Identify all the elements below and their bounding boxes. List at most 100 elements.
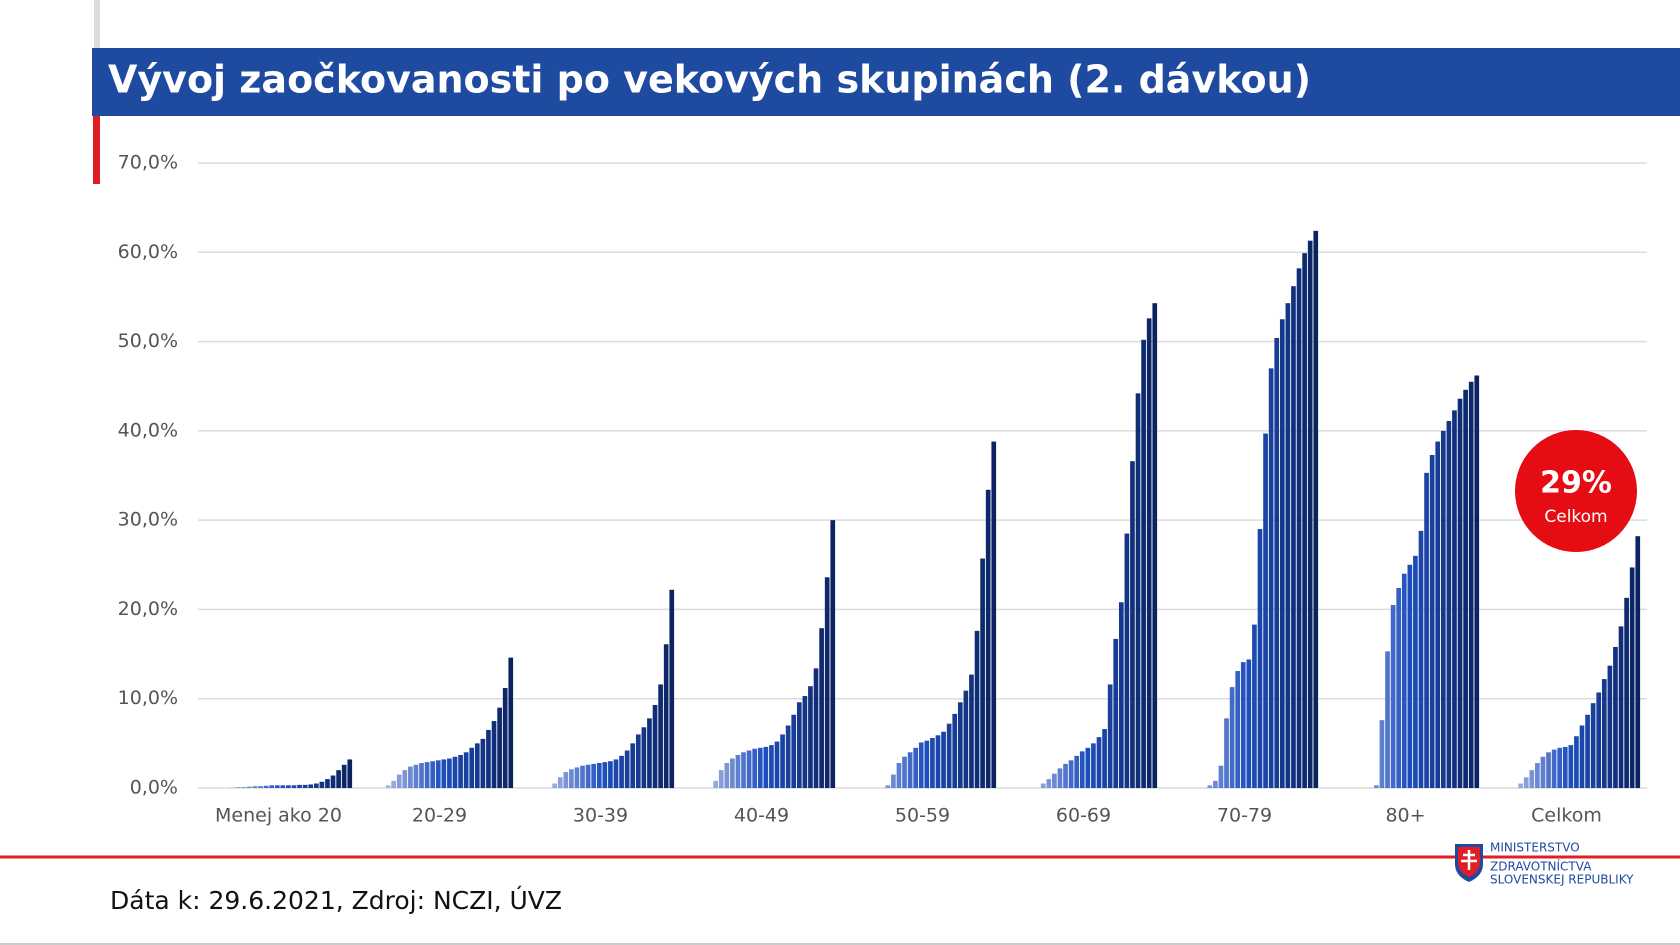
bar (1618, 626, 1624, 788)
bar (1224, 718, 1229, 788)
bar (385, 785, 391, 788)
bar (1279, 319, 1285, 788)
bar (402, 770, 408, 788)
bar (574, 767, 580, 788)
bar (902, 756, 907, 788)
bar (1085, 747, 1091, 788)
bar (1218, 765, 1224, 788)
bar (1130, 461, 1135, 788)
bar (1057, 768, 1063, 788)
bar (280, 785, 286, 788)
bar (497, 707, 502, 788)
y-tick-label: 70,0% (118, 152, 178, 174)
bar (746, 750, 752, 788)
bar (252, 786, 258, 788)
bar (441, 759, 447, 788)
bar (935, 735, 941, 788)
bar (824, 577, 830, 788)
bar (408, 766, 413, 788)
bar (297, 784, 302, 788)
bar (1296, 268, 1302, 788)
bar (325, 779, 330, 788)
bar (1424, 472, 1429, 788)
bar (608, 761, 613, 788)
bar (1252, 624, 1257, 788)
bar (1579, 725, 1585, 788)
x-tick-label: Menej ako 20 (215, 805, 342, 827)
bar (1068, 760, 1074, 788)
x-tick-label: 60-69 (1056, 805, 1111, 827)
bar (1213, 780, 1218, 788)
bar (1562, 746, 1568, 788)
bar (247, 786, 252, 788)
bar (1091, 743, 1096, 788)
x-tick-label: 80+ (1385, 805, 1425, 827)
bar (424, 762, 430, 788)
chart-title: Vývoj zaočkovanosti po vekových skupinác… (108, 58, 1311, 102)
bar (508, 657, 514, 788)
bar (796, 702, 802, 788)
bar (1429, 454, 1435, 788)
bar (1413, 555, 1418, 788)
bar (1590, 703, 1596, 788)
bar (286, 785, 291, 788)
bar (1518, 783, 1523, 788)
bar (1263, 433, 1268, 788)
bar (291, 785, 297, 788)
bar (1446, 421, 1452, 788)
bar (735, 754, 741, 788)
bar (1452, 410, 1457, 788)
y-tick-label: 40,0% (118, 419, 178, 441)
bar (1052, 773, 1057, 788)
bar (985, 489, 991, 788)
bar (630, 743, 636, 788)
bar (974, 630, 980, 788)
bar (341, 764, 347, 788)
bar (596, 763, 602, 788)
bar (1268, 368, 1274, 788)
bar (274, 785, 280, 788)
bar (330, 775, 336, 788)
bar (930, 738, 935, 788)
bar (1468, 381, 1474, 788)
bar (491, 721, 497, 788)
x-tick-label: 30-39 (573, 805, 628, 827)
bar (1040, 783, 1046, 788)
y-tick-label: 60,0% (118, 241, 178, 263)
bar (774, 741, 780, 788)
bar (1629, 567, 1635, 788)
bar (1374, 785, 1379, 788)
bar (757, 747, 763, 788)
bar (1096, 737, 1102, 788)
x-tick-label: 70-79 (1217, 805, 1272, 827)
bar (613, 759, 619, 788)
bar (980, 558, 985, 788)
bar (336, 770, 341, 788)
x-tick-label: 40-49 (734, 805, 789, 827)
bar (1274, 338, 1280, 788)
bar (1574, 736, 1579, 788)
bar (1474, 375, 1480, 788)
bar (1285, 303, 1291, 788)
logo-line: ZDRAVOTNÍCTVA (1490, 859, 1592, 874)
bar (1141, 339, 1146, 788)
bar (1401, 573, 1407, 788)
bar (258, 786, 263, 788)
bar (1568, 745, 1574, 788)
x-tick-label: 50-59 (895, 805, 950, 827)
red-accent (93, 116, 100, 184)
bar (396, 774, 402, 788)
bar (1523, 777, 1529, 788)
bar (1557, 747, 1563, 788)
bar (1146, 318, 1152, 788)
badge-value: 29% (1540, 466, 1612, 501)
bar (741, 752, 746, 788)
bar (502, 688, 508, 788)
bar (724, 763, 730, 788)
bar (658, 684, 663, 788)
bar (1546, 752, 1551, 788)
bar (819, 628, 824, 788)
y-tick-label: 20,0% (118, 598, 178, 620)
bar (585, 764, 591, 788)
